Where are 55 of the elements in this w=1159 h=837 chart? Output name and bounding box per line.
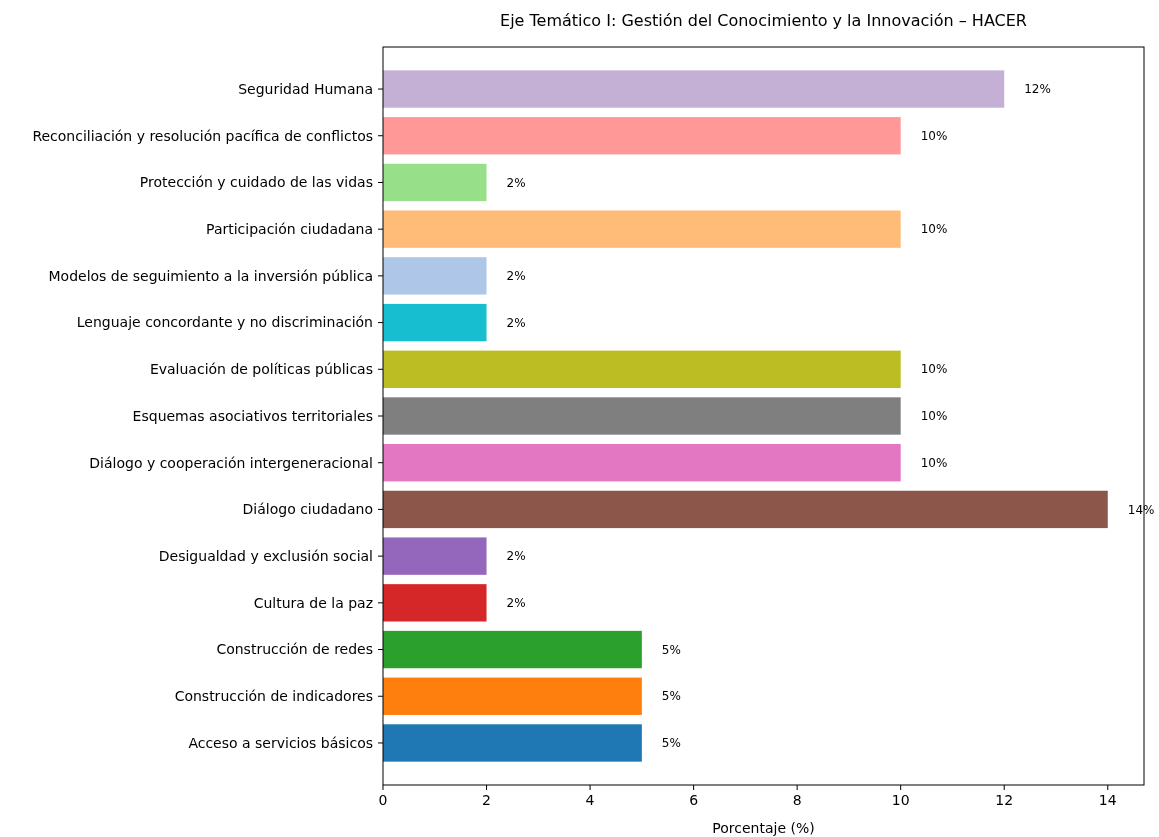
data-label: 2%	[506, 549, 526, 564]
bar	[383, 397, 901, 435]
bar	[383, 444, 901, 482]
y-tick-label: Protección y cuidado de las vidas	[139, 174, 373, 191]
bar	[383, 677, 642, 715]
y-tick-label: Acceso a servicios básicos	[188, 734, 373, 751]
bar	[383, 117, 901, 155]
y-tick-label: Diálogo ciudadano	[242, 501, 373, 518]
bar	[383, 537, 487, 575]
data-label: 10%	[920, 222, 948, 237]
data-label: 2%	[506, 315, 526, 330]
y-tick-label: Construcción de indicadores	[174, 688, 373, 705]
x-tick-label: 12	[995, 792, 1014, 808]
data-label: 2%	[506, 175, 526, 190]
data-label: 2%	[506, 596, 526, 611]
data-label: 10%	[920, 409, 948, 424]
y-tick-label: Lenguaje concordante y no discriminación	[76, 314, 373, 331]
x-axis-title: Porcentaje (%)	[712, 820, 815, 836]
x-tick-label: 14	[1098, 792, 1117, 808]
bar	[383, 584, 487, 622]
bar	[383, 490, 1108, 529]
chart-title: Eje Temático I: Gestión del Conocimiento y la Innovación – HACER	[500, 11, 1027, 30]
y-tick-label: Cultura de la paz	[253, 594, 373, 611]
y-tick-label: Construcción de redes	[216, 641, 373, 658]
x-tick-label: 2	[482, 792, 491, 808]
y-tick-label: Participación ciudadana	[206, 221, 373, 238]
y-tick-label: Desigualdad y exclusión social	[158, 548, 373, 565]
y-tick-label: Reconciliación y resolución pacífica de conflictos	[32, 127, 373, 144]
bar	[383, 257, 487, 295]
bar	[383, 210, 901, 248]
bar	[383, 630, 642, 669]
data-label: 5%	[661, 736, 681, 751]
x-tick-label: 4	[585, 792, 595, 808]
bar	[383, 724, 642, 762]
bar	[383, 350, 901, 388]
bar	[383, 303, 487, 342]
y-tick-label: Esquemas asociativos territoriales	[132, 407, 373, 424]
data-label: 10%	[920, 362, 948, 377]
data-label: 12%	[1024, 82, 1051, 97]
data-label: 10%	[920, 455, 948, 470]
y-tick-label: Evaluación de políticas públicas	[149, 361, 373, 378]
data-label: 14%	[1127, 502, 1155, 517]
data-label: 2%	[506, 269, 526, 284]
x-tick-label: 10	[891, 792, 910, 808]
y-tick-label: Modelos de seguimiento a la inversión pública	[48, 267, 373, 284]
x-tick-label: 6	[689, 792, 699, 808]
bar	[383, 163, 487, 202]
bar	[383, 70, 1005, 108]
y-tick-label: Diálogo y cooperación intergeneracional	[89, 454, 373, 471]
data-label: 5%	[661, 689, 681, 704]
x-tick-label: 8	[792, 792, 802, 808]
y-tick-label: Seguridad Humana	[238, 80, 373, 97]
data-label: 5%	[661, 642, 681, 657]
data-label: 10%	[920, 128, 948, 143]
x-tick-label: 0	[378, 792, 388, 808]
